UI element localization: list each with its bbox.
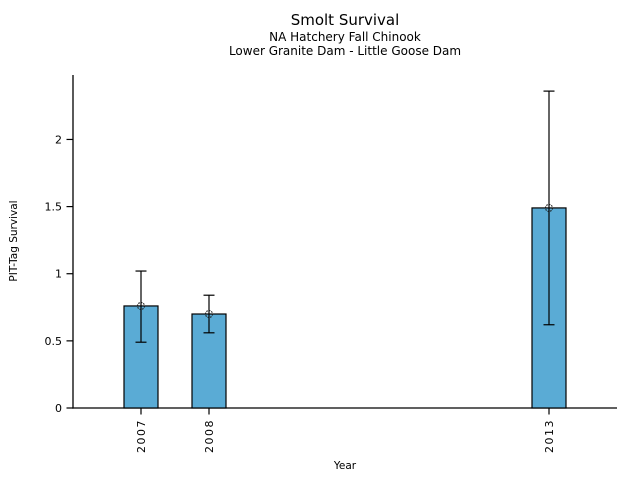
x-tick-label: 2013 <box>543 419 556 453</box>
point-marker-circle <box>136 301 146 311</box>
y-tick-label: 2 <box>55 133 62 146</box>
y-tick-label: 1.5 <box>45 201 63 214</box>
chart-subtitle-line2: Lower Granite Dam - Little Goose Dam <box>228 44 462 58</box>
y-tick-label: 0.5 <box>45 335 63 348</box>
point-marker-circle <box>544 203 554 212</box>
point-marker-circle <box>204 309 214 319</box>
chart-title: Smolt Survival <box>290 11 400 29</box>
x-axis-title: Year <box>333 460 357 472</box>
chart-subtitle-line1: NA Hatchery Fall Chinook <box>269 30 421 44</box>
y-tick-label: 1 <box>55 268 62 281</box>
x-tick-label: 2007 <box>135 419 148 453</box>
title-block: Smolt Survival NA Hatchery Fall Chinook … <box>73 11 617 58</box>
y-tick-label: 0 <box>55 402 62 415</box>
x-tick-label: 2008 <box>203 419 216 453</box>
